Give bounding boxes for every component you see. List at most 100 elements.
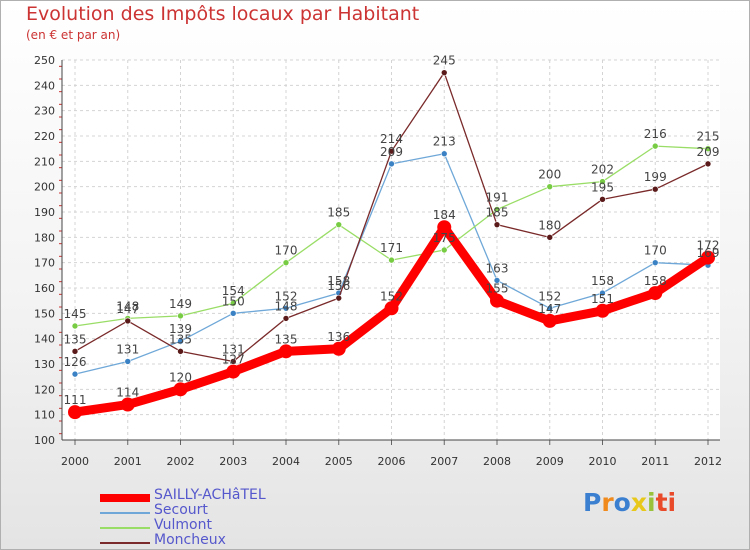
data-label: 163 — [486, 261, 509, 275]
series-lines — [68, 69, 715, 420]
legend-label: SAILLY-ACHâTEL — [154, 487, 266, 503]
y-tick-label: 120 — [34, 383, 55, 396]
grid — [62, 59, 720, 441]
data-label: 152 — [380, 289, 403, 303]
data-point — [124, 358, 132, 365]
data-label: 213 — [433, 135, 456, 149]
data-point — [229, 310, 237, 317]
plot-area — [62, 60, 720, 440]
y-tick-label: 140 — [34, 333, 55, 346]
data-label: 111 — [64, 393, 87, 407]
y-tick-label: 110 — [34, 409, 55, 422]
data-label: 215 — [697, 130, 720, 144]
data-label: 151 — [591, 292, 614, 306]
data-point — [440, 69, 448, 76]
data-label: 158 — [327, 274, 350, 288]
data-point — [546, 234, 554, 241]
data-point — [226, 364, 241, 379]
legend-label: Moncheux — [154, 532, 226, 548]
data-point — [651, 142, 659, 150]
y-tick-label: 190 — [34, 206, 55, 219]
x-tick-label: 2005 — [325, 455, 353, 468]
x-tick-label: 2006 — [378, 455, 406, 468]
data-point — [440, 150, 448, 158]
data-point — [437, 220, 452, 235]
proxiti-logo: Proxiti — [583, 488, 676, 517]
data-label: 120 — [169, 370, 192, 384]
data-label: 149 — [169, 297, 192, 311]
data-label: 135 — [169, 332, 192, 346]
data-point — [546, 183, 554, 190]
data-point — [651, 185, 659, 193]
data-label: 199 — [644, 170, 667, 184]
data-label: 131 — [222, 342, 245, 356]
x-tick-label: 2008 — [483, 455, 511, 468]
data-label: 170 — [275, 244, 298, 258]
data-label: 216 — [644, 127, 667, 141]
data-point — [493, 221, 501, 228]
data-label: 171 — [380, 241, 403, 255]
data-point — [282, 304, 290, 312]
data-point — [71, 348, 79, 355]
logo-letter: t — [655, 488, 668, 517]
data-point — [229, 299, 237, 307]
data-label: 209 — [380, 145, 403, 159]
legend-swatch — [100, 494, 150, 502]
data-point — [282, 259, 290, 266]
legend-swatch — [100, 527, 150, 529]
data-point — [595, 303, 610, 318]
logo-letter: x — [630, 488, 647, 517]
data-label: 175 — [433, 231, 456, 245]
data-point — [71, 370, 79, 378]
data-point — [120, 397, 135, 412]
data-point — [648, 286, 663, 301]
data-label: 185 — [486, 206, 509, 220]
data-point — [542, 313, 557, 328]
data-label: 155 — [486, 282, 509, 296]
y-tick-label: 240 — [34, 79, 55, 92]
x-tick-label: 2010 — [589, 455, 617, 468]
data-point — [177, 348, 184, 355]
y-tick-label: 230 — [34, 105, 55, 118]
data-label: 158 — [644, 274, 667, 288]
data-point — [599, 178, 606, 185]
data-label: 148 — [116, 299, 139, 313]
y-tick-label: 170 — [34, 257, 55, 270]
data-point — [599, 289, 606, 297]
legend-swatch — [100, 512, 150, 514]
logo-letter: o — [613, 488, 631, 517]
x-tick-label: 2000 — [61, 455, 89, 468]
data-point — [384, 301, 399, 316]
data-point — [173, 382, 188, 397]
data-label: 131 — [116, 342, 139, 356]
x-tick-label: 2012 — [694, 455, 722, 468]
data-point — [177, 337, 184, 345]
y-tick-label: 220 — [34, 130, 55, 143]
data-label: 150 — [222, 294, 245, 308]
data-label: 180 — [538, 218, 561, 232]
data-label: 152 — [538, 289, 561, 303]
x-tick-label: 2001 — [114, 455, 142, 468]
data-point — [440, 246, 448, 254]
data-point — [124, 317, 132, 325]
data-label: 147 — [116, 302, 139, 316]
legend-label: Vulmont — [154, 517, 212, 533]
data-label: 135 — [64, 332, 87, 346]
y-tick-label: 160 — [34, 282, 55, 295]
data-label: 147 — [538, 302, 561, 316]
data-point — [493, 277, 501, 284]
legend-swatch — [100, 542, 150, 544]
data-point — [335, 221, 343, 228]
data-point — [388, 160, 395, 168]
chart-subtitle: (en € et par an) — [26, 28, 121, 42]
data-point — [651, 259, 659, 266]
data-point — [68, 405, 82, 420]
x-tick-label: 2004 — [272, 455, 300, 468]
chart-title: Evolution des Impôts locaux par Habitant — [26, 3, 420, 25]
data-label: 154 — [222, 284, 245, 298]
logo-letter: i — [647, 488, 656, 517]
data-label: 148 — [275, 299, 298, 313]
data-label: 127 — [222, 353, 245, 367]
y-tick-label: 130 — [34, 358, 55, 371]
